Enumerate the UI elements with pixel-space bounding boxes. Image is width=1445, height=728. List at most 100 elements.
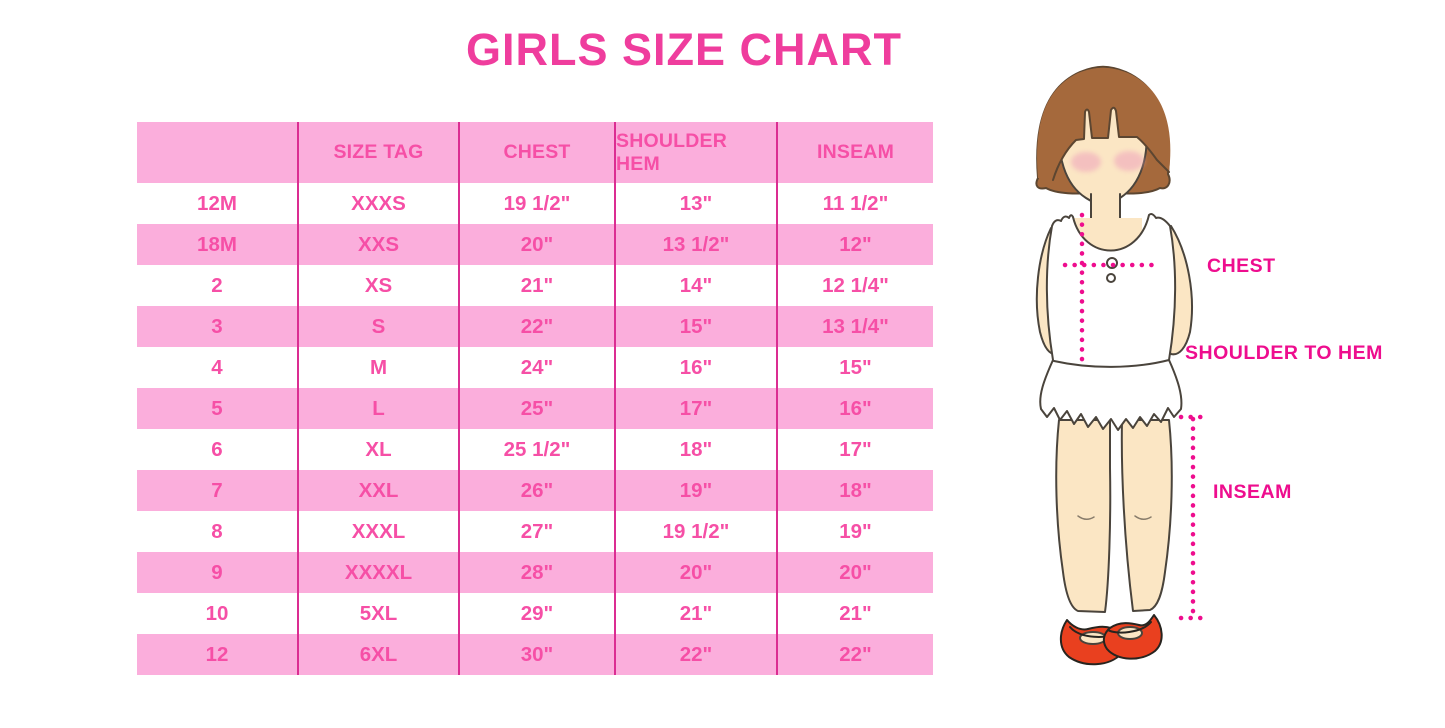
- table-cell: 26": [460, 470, 616, 511]
- table-cell: 19 1/2": [460, 183, 616, 224]
- shoe-right-strap: [1107, 621, 1152, 634]
- table-cell: 12 1/4": [822, 273, 889, 297]
- table-cell: 18M: [137, 224, 299, 265]
- header-cell-inseam: INSEAM: [816, 141, 895, 163]
- table-row: 10 5XL 29" 21" 21": [137, 593, 933, 634]
- girl-illustration-svg: CHEST SHOULDER TO HEM INSEAM: [1035, 65, 1383, 666]
- header-cell-size-tag: SIZE TAG: [299, 122, 460, 183]
- table-cell: 17": [616, 388, 778, 429]
- blush-right: [1114, 151, 1144, 171]
- table-cell: XXS: [299, 224, 460, 265]
- table-cell: 30": [460, 634, 616, 675]
- table-cell: 27": [460, 511, 616, 552]
- table-row: 7 XXL 26" 19" 18": [137, 470, 933, 511]
- table-cell: 22": [460, 306, 616, 347]
- table-row: 12M XXXS 19 1/2" 13" 11 1/2": [137, 183, 933, 224]
- blush-left: [1071, 152, 1101, 172]
- table-cell: 4: [137, 347, 299, 388]
- table-cell: 11 1/2": [822, 191, 889, 215]
- table-row: 6 XL 25 1/2" 18" 17": [137, 429, 933, 470]
- size-table: SIZE TAG CHEST SHOULDER HEM INSEAM 12M XX…: [137, 122, 933, 675]
- table-cell: 28": [460, 552, 616, 593]
- header-cell-chest: CHEST: [460, 122, 616, 183]
- table-row: 18M XXS 20" 13 1/2" 12": [137, 224, 933, 265]
- table-cell: 8: [137, 511, 299, 552]
- table-cell: 18": [839, 478, 872, 502]
- table-cell: 12: [137, 634, 299, 675]
- dress-hem-line: [1053, 359, 1170, 368]
- table-cell: XXXXL: [299, 552, 460, 593]
- leg-left: [1055, 419, 1112, 613]
- table-cell: XXL: [299, 470, 460, 511]
- table-row: 9 XXXXL 28" 20" 20": [137, 552, 933, 593]
- table-cell: 9: [137, 552, 299, 593]
- table-cell: 21": [839, 601, 872, 625]
- table-cell: 2: [137, 265, 299, 306]
- table-cell: 21": [616, 593, 778, 634]
- neck-outline: [1090, 193, 1121, 223]
- table-cell: XXXS: [299, 183, 460, 224]
- table-row: 3 S 22" 15" 13 1/4": [137, 306, 933, 347]
- chest-label: CHEST: [1207, 255, 1276, 277]
- table-cell: 7: [137, 470, 299, 511]
- table-body: 12M XXXS 19 1/2" 13" 11 1/2" 18M XXS 20" 13 1/2"…: [137, 183, 933, 675]
- leg-right: [1120, 419, 1173, 612]
- knee-crease-right: [1134, 515, 1152, 520]
- table-cell: 22": [839, 642, 872, 666]
- table-cell: 13 1/2": [616, 224, 778, 265]
- table-cell: 13 1/4": [822, 314, 889, 338]
- table-cell: 15": [616, 306, 778, 347]
- table-cell: 19": [839, 519, 872, 543]
- table-header-row: SIZE TAG CHEST SHOULDER HEM INSEAM: [137, 122, 933, 183]
- table-cell: XXXL: [299, 511, 460, 552]
- table-row: 12 6XL 30" 22" 22": [137, 634, 933, 675]
- table-cell: 16": [839, 396, 872, 420]
- table-cell: S: [299, 306, 460, 347]
- table-row: 5 L 25" 17" 16": [137, 388, 933, 429]
- measurement-labels: CHEST SHOULDER TO HEM INSEAM: [1185, 255, 1383, 503]
- table-cell: L: [299, 388, 460, 429]
- table-cell: 5: [137, 388, 299, 429]
- table-cell: 15": [839, 355, 872, 379]
- table-cell: 18": [616, 429, 778, 470]
- table-cell: XS: [299, 265, 460, 306]
- table-cell: M: [299, 347, 460, 388]
- shoulder-to-hem-label: SHOULDER TO HEM: [1185, 342, 1383, 364]
- table-cell: 25 1/2": [460, 429, 616, 470]
- button-bottom: [1106, 273, 1116, 283]
- table-cell: 22": [616, 634, 778, 675]
- table-cell: 19 1/2": [616, 511, 778, 552]
- page-title: GIRLS SIZE CHART: [465, 24, 902, 75]
- table-row: 4 M 24" 16" 15": [137, 347, 933, 388]
- header-cell-shoulder-hem: SHOULDER HEM: [616, 122, 778, 183]
- table-cell: XL: [299, 429, 460, 470]
- table-cell: 14": [616, 265, 778, 306]
- girl-measurement-diagram: CHEST SHOULDER TO HEM INSEAM: [950, 50, 1445, 723]
- table-cell: 12": [839, 232, 872, 256]
- inseam-label: INSEAM: [1213, 481, 1292, 503]
- header-cell-size: [137, 122, 299, 183]
- table-cell: 17": [839, 437, 872, 461]
- table-cell: 6XL: [299, 634, 460, 675]
- dress: [1039, 213, 1183, 431]
- table-cell: 19": [616, 470, 778, 511]
- table-cell: 25": [460, 388, 616, 429]
- table-cell: 13": [616, 183, 778, 224]
- table-row: 2 XS 21" 14" 12 1/4": [137, 265, 933, 306]
- table-cell: 12M: [137, 183, 299, 224]
- neck: [1091, 192, 1120, 222]
- table-cell: 24": [460, 347, 616, 388]
- table-cell: 29": [460, 593, 616, 634]
- table-cell: 3: [137, 306, 299, 347]
- shoe-left-opening: [1079, 631, 1107, 645]
- knee-crease-left: [1077, 515, 1095, 520]
- table-cell: 10: [137, 593, 299, 634]
- table-cell: 20": [616, 552, 778, 593]
- table-row: 8 XXXL 27" 19 1/2" 19": [137, 511, 933, 552]
- bangs-edge: [1052, 106, 1170, 181]
- table-cell: 21": [460, 265, 616, 306]
- measurement-lines: [1062, 212, 1207, 621]
- table-cell: 16": [616, 347, 778, 388]
- table-cell: 20": [460, 224, 616, 265]
- table-cell: 20": [839, 560, 872, 584]
